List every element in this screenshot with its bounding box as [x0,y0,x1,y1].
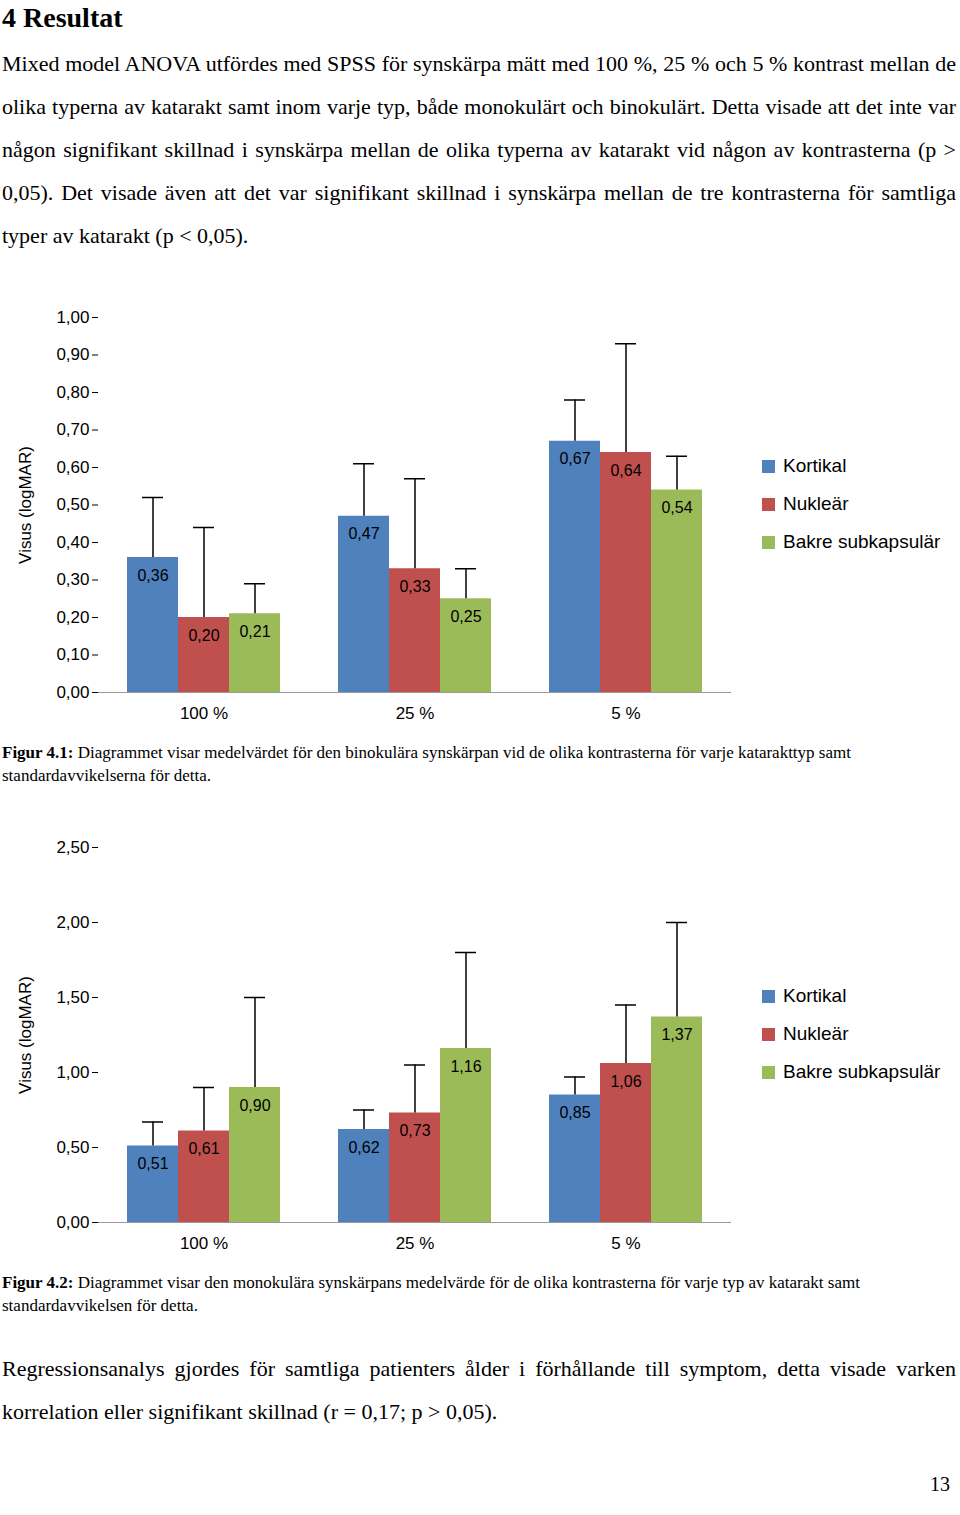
svg-text:5 %: 5 % [611,1234,640,1253]
html-text:Kortikal: Kortikal [783,985,847,1006]
svg-text:0,21: 0,21 [239,623,270,640]
svg-text:1,06: 1,06 [610,1073,641,1090]
html-text:Regressionsanalys gjordes för: Regressionsanalys gjordes för samtliga p… [2,1356,956,1424]
svg-text:0,60: 0,60 [56,458,89,477]
svg-text:0,20: 0,20 [56,608,89,627]
svg-text:0,73: 0,73 [399,1122,430,1139]
html-text:Mixed model ANOVA utfördes med: Mixed model ANOVA utfördes med SPSS för … [2,51,956,248]
svg-text:0,47: 0,47 [348,525,379,542]
svg-text:0,40: 0,40 [56,533,89,552]
svg-text:0,61: 0,61 [188,1140,219,1157]
svg-text:2,00: 2,00 [56,913,89,932]
svg-text:100 %: 100 % [180,1234,228,1253]
html-text:Nukleär: Nukleär [783,493,849,514]
svg-text:0,51: 0,51 [137,1155,168,1172]
svg-text:0,50: 0,50 [56,495,89,514]
svg-text:1,37: 1,37 [661,1026,692,1043]
html-text:Kortikal: Kortikal [783,455,847,476]
svg-text:1,16: 1,16 [450,1058,481,1075]
svg-text:0,30: 0,30 [56,570,89,589]
svg-text:0,54: 0,54 [661,499,692,516]
html-text:Figur 4.2: Diagrammet visar de: Figur 4.2: Diagrammet visar den monokulä… [2,1273,860,1315]
svg-text:0,85: 0,85 [559,1104,590,1121]
svg-text:0,70: 0,70 [56,420,89,439]
svg-text:5 %: 5 % [611,704,640,723]
svg-text:1,00: 1,00 [56,308,89,327]
svg-text:2,50: 2,50 [56,838,89,857]
html-text:13: 13 [930,1473,950,1495]
svg-text:Visus (logMAR): Visus (logMAR) [16,976,35,1094]
svg-text:0,36: 0,36 [137,567,168,584]
svg-text:0,00: 0,00 [56,1213,89,1232]
svg-text:0,10: 0,10 [56,645,89,664]
svg-text:1,00: 1,00 [56,1063,89,1082]
html-text:Bakre subkapsulär: Bakre subkapsulär [783,531,941,552]
svg-text:0,67: 0,67 [559,450,590,467]
svg-text:0,62: 0,62 [348,1139,379,1156]
svg-text:0,25: 0,25 [450,608,481,625]
svg-text:100 %: 100 % [180,704,228,723]
svg-text:0,80: 0,80 [56,383,89,402]
svg-text:0,64: 0,64 [610,462,641,479]
svg-text:1,50: 1,50 [56,988,89,1007]
svg-text:0,90: 0,90 [239,1097,270,1114]
svg-text:0,33: 0,33 [399,578,430,595]
svg-text:0,90: 0,90 [56,345,89,364]
svg-text:0,20: 0,20 [188,627,219,644]
svg-text:25 %: 25 % [396,704,435,723]
svg-text:25 %: 25 % [396,1234,435,1253]
html-text:Bakre subkapsulär: Bakre subkapsulär [783,1061,941,1082]
svg-text:Visus (logMAR): Visus (logMAR) [16,446,35,564]
html-text:4 Resultat: 4 Resultat [2,2,123,33]
svg-text:0,50: 0,50 [56,1138,89,1157]
html-text:Nukleär: Nukleär [783,1023,849,1044]
svg-text:0,00: 0,00 [56,683,89,702]
html-text:Figur 4.1: Diagrammet visar me: Figur 4.1: Diagrammet visar medelvärdet … [2,743,851,785]
